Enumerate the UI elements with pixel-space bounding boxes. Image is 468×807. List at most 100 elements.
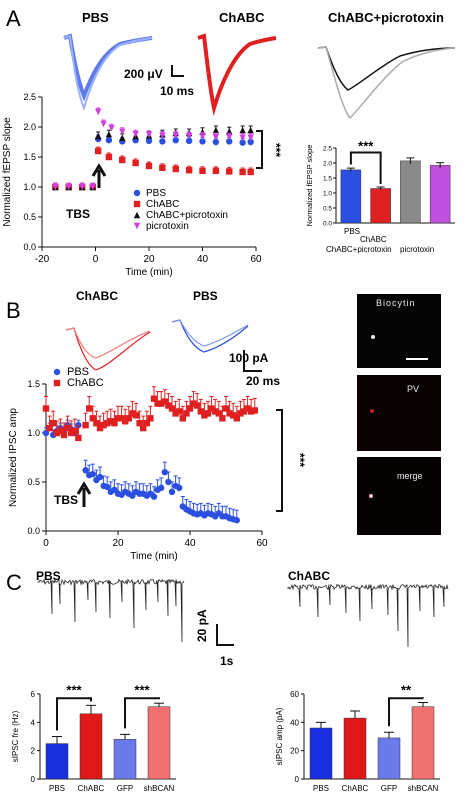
data-point-chabc	[212, 167, 220, 174]
data-point-pbs	[165, 478, 172, 486]
legend-marker	[53, 368, 61, 376]
data-point-chabc	[93, 420, 100, 427]
chart-a-fepsp-timecourse: 0.0 0.5 1.0 1.5 2.0 2.5 -20 0 20 40 60 Time (min) No…	[2, 92, 283, 278]
data-point-chabc	[46, 424, 53, 432]
tbs-label: TBS	[66, 207, 90, 221]
merge-label: merge	[397, 471, 423, 481]
trace-label-c-pbs: PBS	[36, 569, 61, 583]
data-point-pbs	[105, 137, 113, 144]
significance-label: ***	[358, 138, 374, 153]
y-tick-label: 0	[31, 775, 36, 784]
trace-label-b-chabc: ChABC	[76, 289, 118, 303]
data-point-chabc	[161, 398, 168, 405]
scale-bar-a-voltage: 200 μV	[124, 67, 163, 81]
data-point-chabc-picrotoxin	[105, 131, 113, 138]
scale-bar-b	[243, 350, 262, 372]
data-point-chabc	[172, 165, 179, 173]
y-tick-label: 60	[290, 690, 299, 699]
y-tick-label: 2.5	[23, 92, 36, 102]
legend-marker	[53, 379, 61, 387]
merge-cell	[369, 494, 373, 498]
data-point-chabc	[226, 168, 233, 175]
trace-label-b-pbs: PBS	[193, 289, 218, 303]
legend-marker	[133, 189, 141, 197]
data-point-picrotoxin	[145, 131, 153, 138]
data-point-chabc-picrotoxin	[247, 126, 254, 134]
category-label: PBS	[49, 784, 65, 793]
data-point-chabc	[199, 167, 206, 174]
legend-marker	[133, 200, 141, 208]
inset-y-axis-label: Normalized fEPSP slope	[305, 145, 314, 227]
data-point-picrotoxin	[247, 134, 254, 141]
tbs-label: TBS	[54, 493, 78, 507]
data-point-chabc	[132, 412, 140, 419]
inset-y-tick-label: 0.5	[323, 206, 332, 213]
data-point-chabc-picrotoxin	[94, 132, 102, 140]
data-point-chabc	[212, 408, 219, 415]
chart-a-inset-bars: 0.0 0.5 1.0 1.5 2.0 2.5 Normalized fEPSP slope…	[305, 138, 455, 254]
data-point-picrotoxin	[239, 134, 246, 141]
panel-letter-b: B	[6, 298, 21, 323]
data-point-pbs	[89, 470, 97, 478]
trace-label-pbs: PBS	[82, 10, 109, 25]
data-point-pbs	[176, 484, 183, 492]
significance-label: ***	[66, 682, 82, 697]
pv-cell	[370, 409, 374, 413]
data-point-chabc-picrotoxin	[119, 134, 126, 141]
data-point-picrotoxin	[172, 132, 179, 139]
panel-c-traces: PBS ChABC 20 pA 1s	[36, 569, 449, 668]
y-tick-label: 1.5	[27, 379, 40, 389]
y-tick-label: 2	[31, 747, 36, 756]
data-point-picrotoxin	[52, 183, 59, 191]
category-label: GFP	[117, 784, 133, 793]
bar-chabc	[343, 717, 367, 780]
data-point-pbs	[233, 517, 240, 524]
data-point-chabc	[82, 421, 89, 429]
inset-y-tick-label: 1.0	[323, 191, 332, 198]
pv-label: PV	[407, 384, 419, 394]
data-point-chabc	[105, 153, 113, 161]
scale-bar-c-amp: 20 pA	[195, 609, 209, 642]
y-tick-label: 2.0	[23, 122, 36, 132]
panel-b-images: Biocytin PV merge	[357, 294, 441, 535]
data-point-picrotoxin	[108, 125, 115, 132]
data-point-pbs	[75, 421, 82, 429]
y-axis-label: Normalized fEPSP slope	[2, 117, 13, 227]
data-point-chabc	[239, 168, 246, 176]
bar-chabc	[79, 713, 103, 780]
data-point-chabc	[197, 408, 204, 415]
data-point-chabc	[237, 410, 244, 417]
data-point-chabc	[222, 405, 230, 412]
y-tick-label: 1.0	[27, 428, 40, 438]
data-point-chabc-picrotoxin	[212, 126, 220, 134]
bar-pbs	[309, 727, 333, 780]
data-point-picrotoxin	[78, 183, 86, 191]
y-axis-label: sIPSC amp (pA)	[275, 707, 284, 765]
category-label: shBCAN	[144, 784, 175, 793]
x-tick-label: 0	[93, 254, 99, 265]
data-point-picrotoxin	[226, 134, 233, 141]
data-point-chabc	[168, 405, 176, 412]
x-tick-label: 60	[256, 538, 268, 549]
significance-label: ***	[134, 682, 150, 697]
bar-gfp	[377, 737, 401, 780]
data-point-chabc	[248, 408, 255, 415]
data-point-pbs	[82, 467, 89, 474]
data-point-chabc	[233, 415, 240, 422]
data-point-pbs	[96, 473, 104, 481]
data-point-pbs	[172, 137, 179, 144]
y-axis-label: Normalized IPSC amp	[8, 408, 19, 507]
data-point-chabc	[111, 420, 118, 427]
panel-a-traces: PBS ChABC ChABC+picrotoxin 200 μV 10 ms	[63, 10, 456, 120]
data-point-chabc	[68, 429, 75, 437]
legend-label: ChABC	[146, 199, 179, 210]
inset-y-tick-label: 1.5	[323, 176, 332, 183]
data-point-pbs	[226, 138, 233, 145]
category-label: PBS	[344, 227, 360, 236]
x-tick-label: 20	[143, 254, 155, 265]
data-point-chabc	[165, 402, 172, 409]
y-tick-label: 40	[290, 718, 299, 727]
biocytin-image	[357, 294, 441, 368]
x-tick-label: 0	[43, 538, 49, 549]
chart-c-sipsc-frequency: 0 2 4 6 sIPSC fre (Hz) PBS ChABC GFP shBCAN *** **…	[11, 682, 176, 793]
